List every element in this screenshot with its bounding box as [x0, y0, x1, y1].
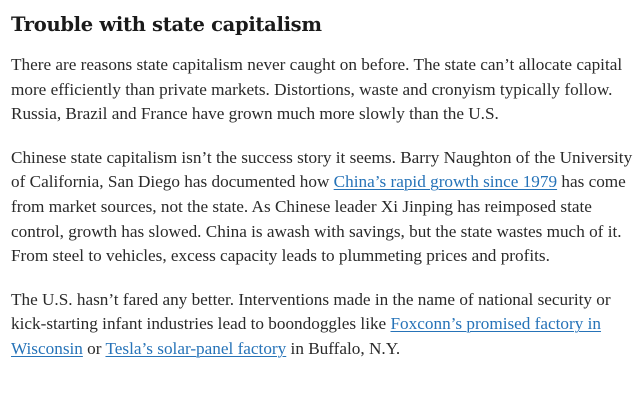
paragraph-3-text-end: in Buffalo, N.Y. — [286, 338, 401, 358]
paragraph-3-text-middle: or — [82, 338, 106, 358]
paragraph-2-text-start: Chinese state capitalism isn’t the succe… — [11, 147, 633, 192]
paragraph-2-text-end: has come from market sources, not the st… — [11, 172, 626, 266]
article-section: Trouble with state capitalism There are … — [11, 0, 639, 362]
paragraph-3-text-start: The U.S. hasn’t fared any better. Interv… — [11, 289, 611, 334]
tesla-factory-link[interactable]: Tesla’s solar-panel factory — [105, 338, 287, 358]
paragraph-1: There are reasons state capitalism never… — [11, 53, 639, 127]
paragraph-1-text: There are reasons state capitalism never… — [11, 55, 623, 124]
foxconn-factory-link[interactable]: Foxconn’s promised factory in Wisconsin — [11, 314, 602, 358]
section-heading: Trouble with state capitalism — [11, 13, 322, 36]
china-rapid-growth-link[interactable]: China’s rapid growth since 1979 — [333, 172, 558, 192]
paragraph-3: The U.S. hasn’t fared any better. Interv… — [11, 288, 639, 362]
paragraph-2: Chinese state capitalism isn’t the succe… — [11, 146, 639, 269]
